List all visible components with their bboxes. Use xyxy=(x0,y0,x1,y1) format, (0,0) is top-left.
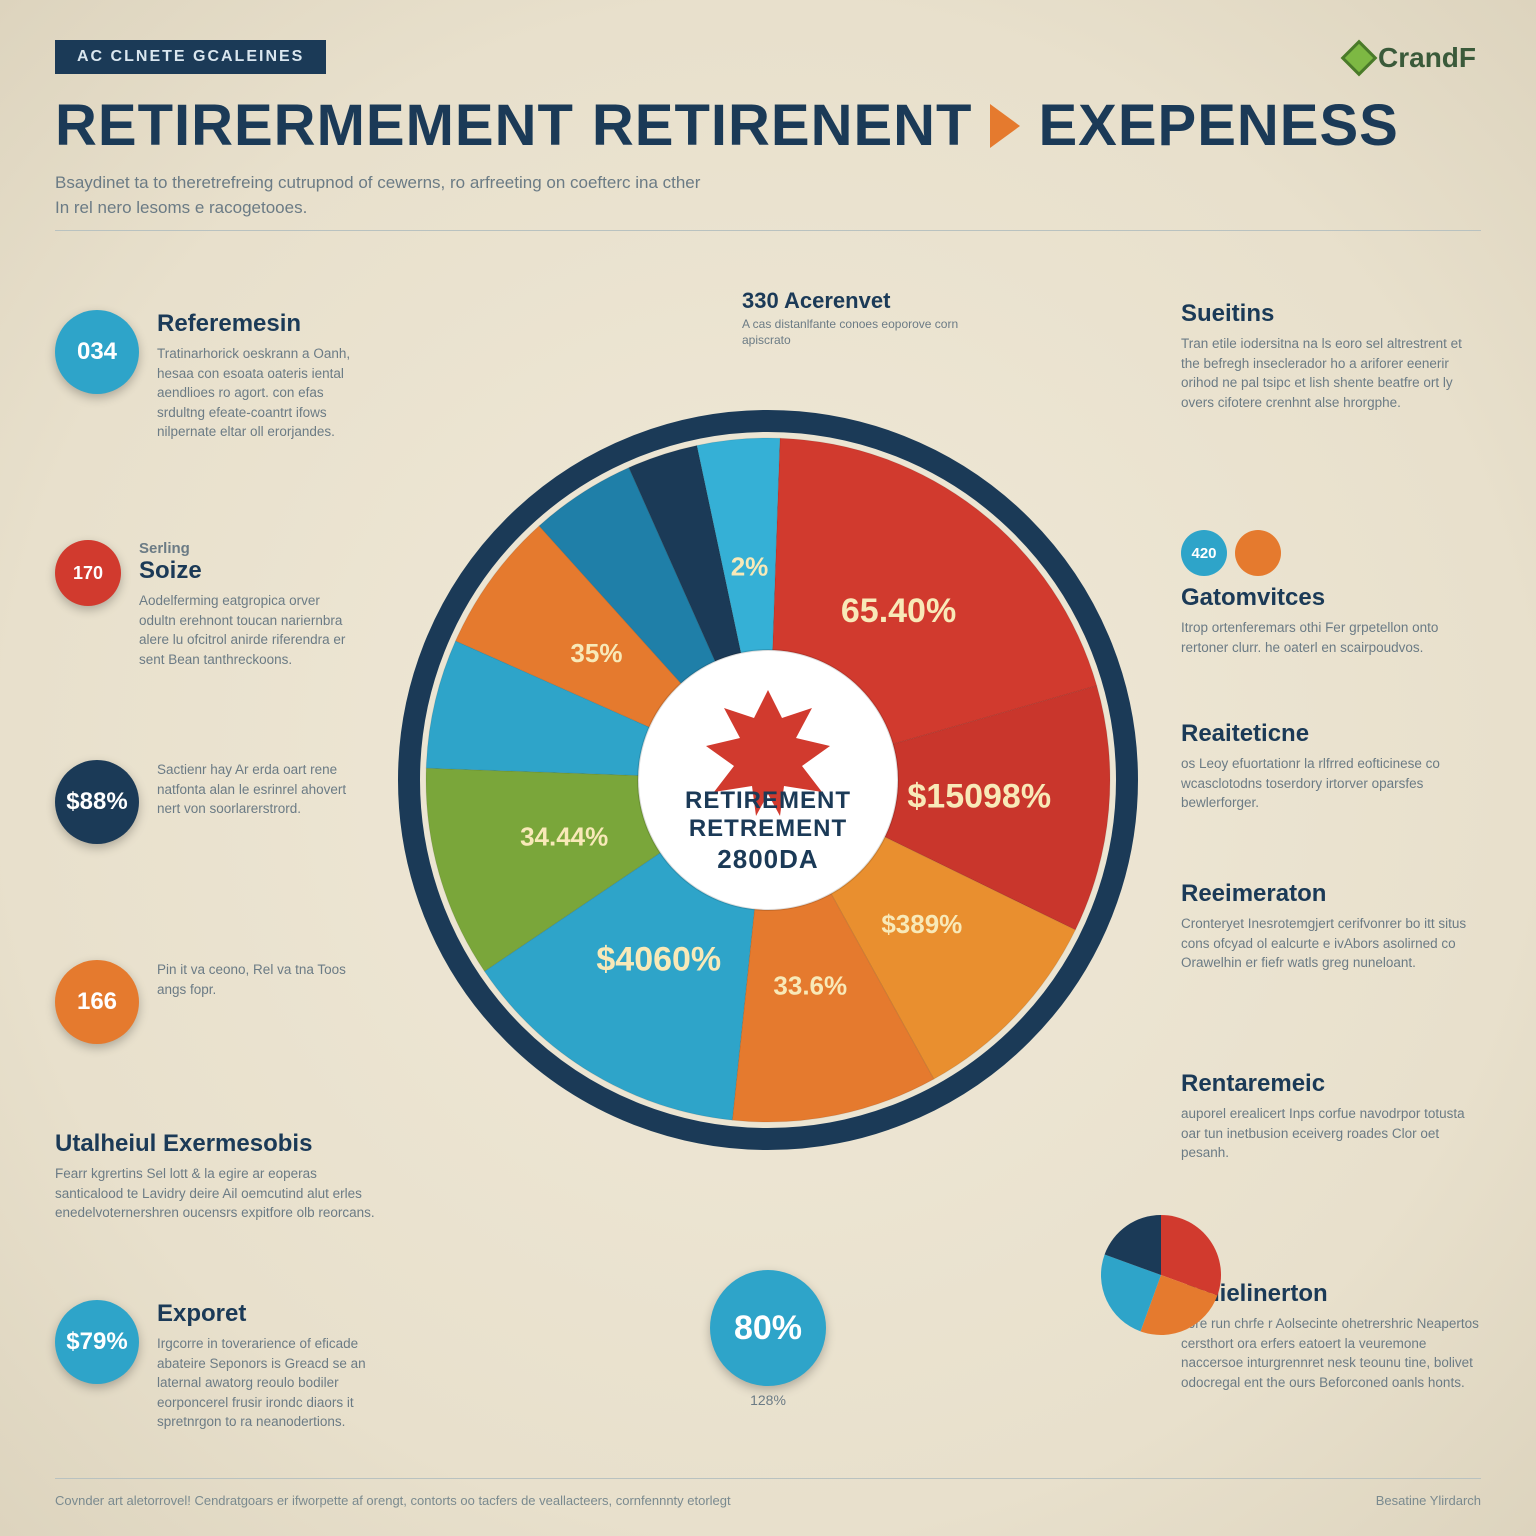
mini-stat-bubble xyxy=(1235,530,1281,576)
bottom-stat-bubble: 80% xyxy=(710,1270,826,1386)
stat-bubble: $88% xyxy=(55,760,139,844)
callout-body: Itrop ortenferemars othi Fer grpetellon … xyxy=(1181,618,1481,657)
mini-stat-bubble: 420 xyxy=(1181,530,1227,576)
brand-logo: CrandF xyxy=(1346,42,1476,74)
footer: Covnder art aletorrovel! Cendratgoars er… xyxy=(55,1478,1481,1508)
mini-pie-chart xyxy=(1096,1210,1226,1345)
title-segment-1: RETIRERMEMENT xyxy=(55,92,574,159)
callout-title: Reeimeraton xyxy=(1181,880,1481,908)
callout-left: 166 Pin it va ceono, Rel va tna Toos angs… xyxy=(55,960,355,1044)
svg-text:$4060%: $4060% xyxy=(596,941,721,979)
callout-body: Irgcorre in toverarience of eficade abat… xyxy=(157,1334,385,1432)
subtitle: Bsaydinet ta to theretrefreing cutrupnod… xyxy=(55,171,875,220)
callout-right: 420 Gatomvitces Itrop ortenferemars othi F… xyxy=(1181,530,1481,657)
bottom-bubble-block: 80% 128% xyxy=(710,1270,826,1408)
svg-text:$389%: $389% xyxy=(881,909,962,939)
callout-right: Reeimeraton Cronteryet Inesrotemgjert cer… xyxy=(1181,880,1481,973)
arrow-icon xyxy=(990,104,1020,148)
callout-title: Reaiteticne xyxy=(1181,720,1481,748)
page-root: AC CLNETE GCALEINES CrandF RETIRERMEMENT… xyxy=(0,0,1536,1536)
svg-text:33.6%: 33.6% xyxy=(773,971,847,1001)
stat-bubble: 166 xyxy=(55,960,139,1044)
callout-title: Referemesin xyxy=(157,310,355,338)
brand-text: CrandF xyxy=(1378,42,1476,74)
callout-body: Cronteryet Inesrotemgjert cerifvonrer bo… xyxy=(1181,914,1481,973)
callout-title: Sthielinerton xyxy=(1181,1280,1481,1308)
svg-text:2%: 2% xyxy=(731,552,769,582)
callout-title: Soize xyxy=(139,557,355,585)
stat-bubble: 170 xyxy=(55,540,121,606)
callout-body: os Leoy efuortationr la rlfrred eofticin… xyxy=(1181,754,1481,813)
callout-body: Sactienr hay Ar erda oart rene natfonta … xyxy=(157,760,355,819)
svg-text:65.40%: 65.40% xyxy=(841,592,956,630)
callout-body: Tore run chrfe r Aolsecinte ohetrershric… xyxy=(1181,1314,1481,1392)
title-segment-2: RETIRENENT xyxy=(592,92,973,159)
svg-text:RETREMENT: RETREMENT xyxy=(689,815,847,842)
callout-title: Gatomvitces xyxy=(1181,584,1481,612)
callout-body: Tran etile iodersitna na ls eoro sel alt… xyxy=(1181,334,1481,412)
chart-top-label: 330 Acerenvet A cas distanlfante conoes … xyxy=(742,288,1002,348)
callout-body: Pin it va ceono, Rel va tna Toos angs fo… xyxy=(157,960,355,999)
callout-body: auporel erealicert Inps corfue navodrpor… xyxy=(1181,1104,1481,1163)
callout-right: Sthielinerton Tore run chrfe r Aolsecinte… xyxy=(1181,1280,1481,1392)
title-segment-3: EXEPENESS xyxy=(1038,92,1398,159)
title-block: RETIRERMEMENT RETIRENENT EXEPENESS Bsayd… xyxy=(55,92,1481,231)
svg-text:2800DA: 2800DA xyxy=(717,844,818,874)
callout-body: Tratinarhorick oeskrann a Oanh, hesaa co… xyxy=(157,344,355,442)
svg-text:34.44%: 34.44% xyxy=(520,821,608,851)
callout-left: $79% Exporet Irgcorre in toverarience of e… xyxy=(55,1300,385,1432)
stat-bubble: 034 xyxy=(55,310,139,394)
svg-text:RETIREMENT: RETIREMENT xyxy=(685,787,851,814)
callout-title: Exporet xyxy=(157,1300,385,1328)
svg-text:$15098%: $15098% xyxy=(907,777,1051,815)
callout-left: 034 Referemesin Tratinarhorick oeskrann a … xyxy=(55,310,355,442)
callout-right: Sueitins Tran etile iodersitna na ls eoro… xyxy=(1181,300,1481,412)
top-label-sub: A cas distanlfante conoes eoporove corn … xyxy=(742,317,1002,348)
callout-title: Utalheiul Exermesobis xyxy=(55,1130,385,1158)
callout-left: 170 SerlingSoize Aodelferming eatgropica o… xyxy=(55,540,355,669)
page-title: RETIRERMEMENT RETIRENENT EXEPENESS xyxy=(55,92,1481,159)
callout-title: Sueitins xyxy=(1181,300,1481,328)
footer-left: Covnder art aletorrovel! Cendratgoars er… xyxy=(55,1493,731,1508)
callout-body: Aodelferming eatgropica orver odultn ere… xyxy=(139,591,355,669)
bottom-bubble-sub: 128% xyxy=(710,1392,826,1408)
brand-icon xyxy=(1341,40,1378,77)
callout-title: Rentaremeic xyxy=(1181,1070,1481,1098)
callout-right: Reaiteticne os Leoy efuortationr la rlfrr… xyxy=(1181,720,1481,813)
subtitle-line: In rel nero lesoms e racogetooes. xyxy=(55,198,307,217)
footer-right: Besatine Ylirdarch xyxy=(1376,1493,1481,1508)
callout-body: Fearr kgrertins Sel lott & la egire ar e… xyxy=(55,1164,385,1223)
callout-left: $88% Sactienr hay Ar erda oart rene natfo… xyxy=(55,760,355,844)
callout-pretitle: Serling xyxy=(139,540,355,557)
callout-left: Utalheiul Exermesobis Fearr kgrertins Sel… xyxy=(55,1130,385,1223)
divider xyxy=(55,230,1481,231)
subtitle-line: Bsaydinet ta to theretrefreing cutrupnod… xyxy=(55,173,700,192)
callout-right: Rentaremeic auporel erealicert Inps corfu… xyxy=(1181,1070,1481,1163)
stat-bubble: $79% xyxy=(55,1300,139,1384)
category-tag: AC CLNETE GCALEINES xyxy=(55,40,326,74)
main-pie-chart: 65.40% $15098% $389% 33.6% $4060% 34.44% 35% 2%… xyxy=(378,390,1158,1170)
top-label-title: 330 Acerenvet xyxy=(742,288,1002,314)
svg-text:35%: 35% xyxy=(570,638,622,668)
